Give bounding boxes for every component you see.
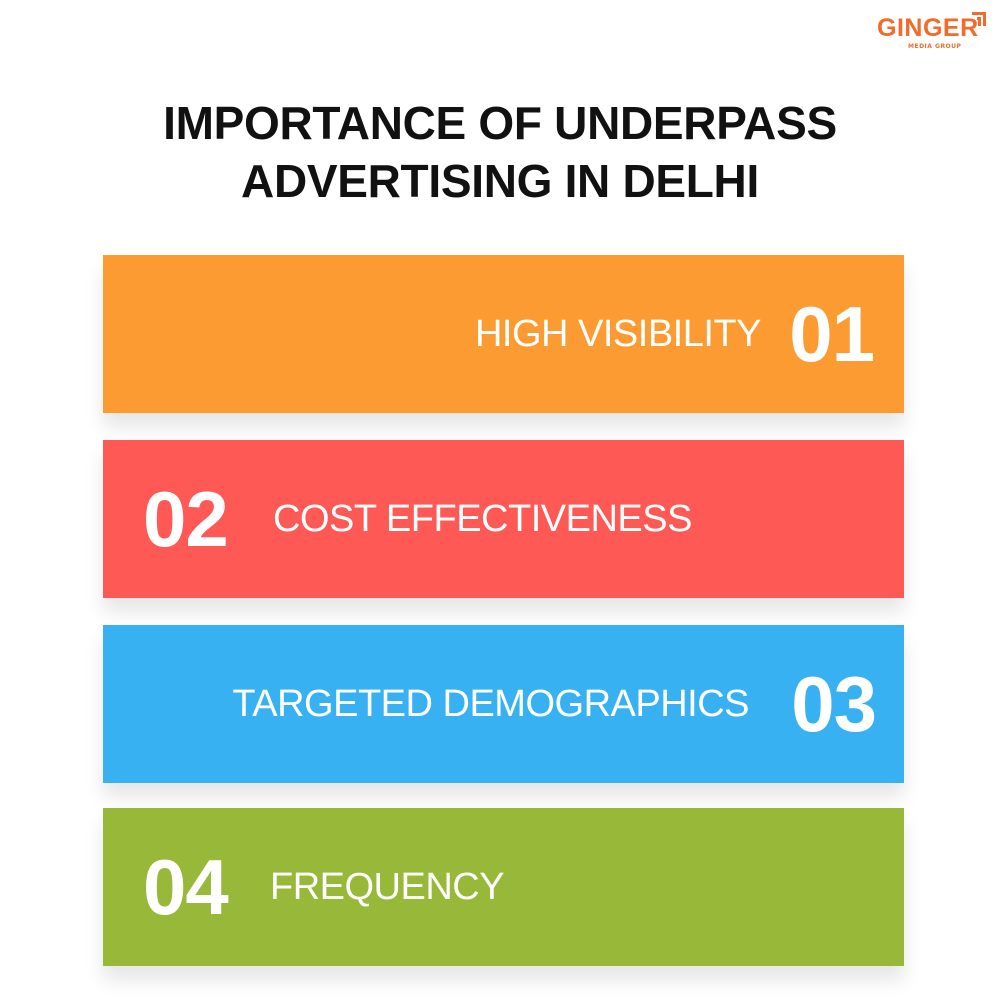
item-number: 02: [143, 475, 229, 563]
item-label: FREQUENCY: [270, 866, 505, 908]
brand-tagline: MEDIA GROUP: [908, 43, 962, 50]
item-label: COST EFFECTIVENESS: [273, 498, 692, 540]
brand-name: GINGER: [877, 14, 979, 42]
item-label: HIGH VISIBILITY: [474, 313, 762, 355]
item-bar-targeted-demographics: TARGETED DEMOGRAPHICS 03: [103, 625, 904, 783]
item-number: 01: [789, 290, 875, 378]
title-line-2: ADVERTISING IN DELHI: [241, 155, 759, 207]
item-number: 03: [791, 660, 877, 748]
brand-mark-icon: [972, 12, 986, 26]
item-number: 04: [143, 843, 229, 931]
brand-logo: GINGER MEDIA GROUP: [872, 10, 992, 60]
item-label: TARGETED DEMOGRAPHICS: [232, 683, 749, 725]
page-title: IMPORTANCE OF UNDERPASS ADVERTISING IN D…: [0, 94, 1000, 210]
item-bar-cost-effectiveness: 02 COST EFFECTIVENESS: [103, 440, 904, 598]
title-line-1: IMPORTANCE OF UNDERPASS: [163, 97, 837, 149]
item-bar-frequency: 04 FREQUENCY: [103, 808, 904, 966]
item-bar-high-visibility: HIGH VISIBILITY 01: [103, 255, 904, 413]
